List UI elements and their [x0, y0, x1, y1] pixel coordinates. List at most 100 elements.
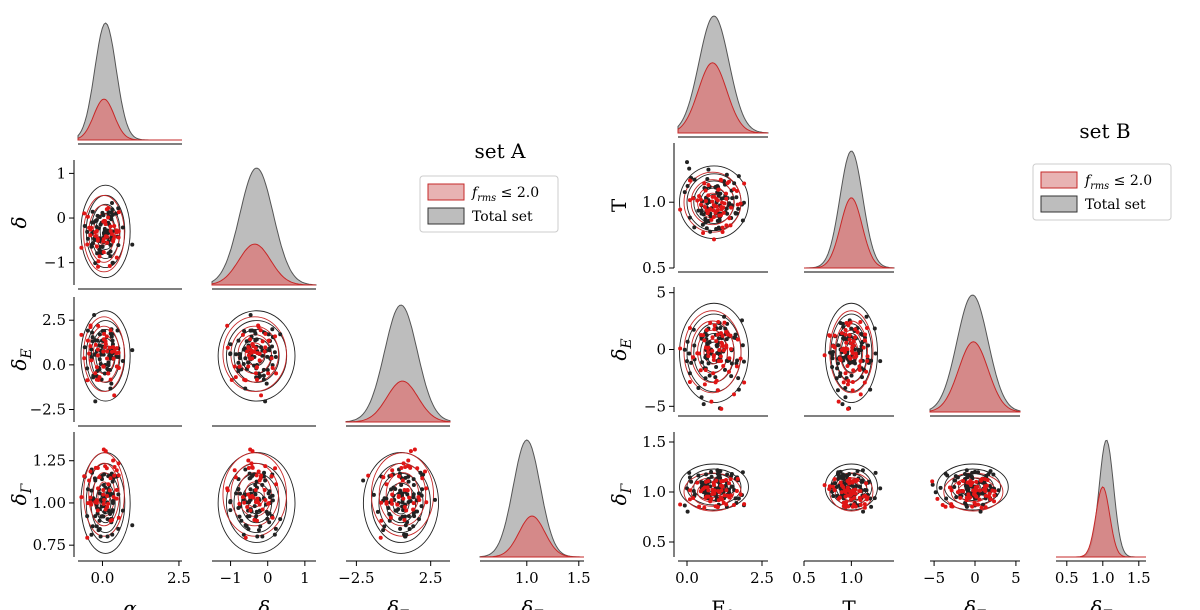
point-subset: [401, 461, 406, 466]
point-total: [415, 509, 420, 514]
point-subset: [93, 342, 98, 347]
point-total: [705, 177, 710, 182]
point-total: [264, 381, 269, 386]
point-subset: [112, 348, 117, 353]
point-total: [952, 484, 957, 489]
point-total: [116, 526, 121, 531]
point-subset: [734, 189, 739, 194]
point-subset: [727, 216, 732, 221]
point-total: [93, 338, 98, 343]
contour-total: [233, 472, 280, 534]
point-subset: [389, 498, 394, 503]
point-total: [740, 218, 745, 223]
panel-1-1: [804, 150, 895, 273]
density-subset: [211, 243, 316, 286]
density-subset: [480, 515, 584, 558]
point-subset: [827, 484, 832, 489]
y-tick-label: 1.0: [642, 483, 666, 501]
point-total: [406, 514, 411, 519]
point-total: [682, 503, 687, 508]
point-subset: [412, 447, 417, 452]
point-total: [724, 358, 729, 363]
point-subset: [728, 223, 733, 228]
point-subset: [857, 495, 862, 500]
point-total: [109, 217, 114, 222]
legend-entry-total: Total set: [472, 209, 533, 225]
point-subset: [97, 475, 102, 480]
point-total: [130, 242, 135, 247]
point-subset: [225, 345, 230, 350]
point-subset: [732, 503, 737, 508]
point-subset: [270, 515, 275, 520]
x-tick-label: 2.5: [419, 569, 443, 587]
point-total: [691, 327, 696, 332]
point-subset: [390, 468, 395, 473]
point-total: [93, 399, 98, 404]
point-subset: [95, 465, 100, 470]
point-subset: [106, 215, 111, 220]
point-subset: [415, 466, 420, 471]
point-total: [964, 504, 969, 509]
point-total: [375, 509, 380, 514]
point-subset: [250, 449, 255, 454]
point-total: [416, 517, 421, 522]
point-subset: [263, 464, 268, 469]
point-subset: [266, 501, 271, 506]
panel-2-2: [345, 304, 451, 427]
point-total: [736, 174, 741, 179]
point-subset: [107, 488, 112, 493]
point-subset: [711, 357, 716, 362]
panel-3-0: 0.5 1.0 1.5 δΓ 0.0 2.5 E0: [607, 432, 774, 610]
point-subset: [706, 350, 711, 355]
contour-total: [824, 463, 878, 511]
x-axis-label: T: [842, 596, 856, 610]
contour-subset: [83, 195, 125, 273]
point-total: [701, 402, 706, 407]
point-total: [878, 359, 883, 364]
point-subset: [88, 495, 93, 500]
point-subset: [862, 505, 867, 510]
point-subset: [416, 495, 421, 500]
point-subset: [851, 343, 856, 348]
point-total: [419, 493, 424, 498]
point-subset: [105, 240, 110, 245]
point-subset: [702, 382, 707, 387]
point-total: [953, 474, 958, 479]
point-subset: [397, 474, 402, 479]
point-total: [94, 218, 99, 223]
point-subset: [233, 375, 238, 380]
point-subset: [85, 501, 90, 506]
point-total: [260, 534, 265, 539]
point-subset: [702, 181, 707, 186]
point-total: [98, 534, 103, 539]
point-subset: [858, 503, 863, 508]
point-subset: [843, 371, 848, 376]
point-total: [261, 377, 266, 382]
point-subset: [697, 504, 702, 509]
point-total: [736, 496, 741, 501]
point-total: [831, 493, 836, 498]
point-subset: [95, 347, 100, 352]
point-total: [278, 517, 283, 522]
point-total: [108, 368, 113, 373]
point-total: [689, 360, 694, 365]
point-subset: [269, 474, 274, 479]
point-total: [682, 190, 687, 195]
point-total: [85, 366, 90, 371]
point-total: [89, 347, 94, 352]
point-total: [860, 468, 865, 473]
point-total: [97, 367, 102, 372]
point-total: [696, 208, 701, 213]
point-subset: [841, 485, 846, 490]
point-total: [685, 160, 690, 165]
point-subset: [411, 501, 416, 506]
legend-entry-subset: frms ≤ 2.0: [471, 185, 539, 204]
contour-subset: [222, 452, 287, 537]
point-total: [419, 504, 424, 509]
x-axis-label: E0: [711, 596, 735, 610]
point-total: [398, 516, 403, 521]
y-tick-label: 1.00: [33, 494, 66, 512]
x-axis-label: δΓ: [521, 596, 544, 610]
point-subset: [108, 228, 113, 233]
point-total: [733, 332, 738, 337]
